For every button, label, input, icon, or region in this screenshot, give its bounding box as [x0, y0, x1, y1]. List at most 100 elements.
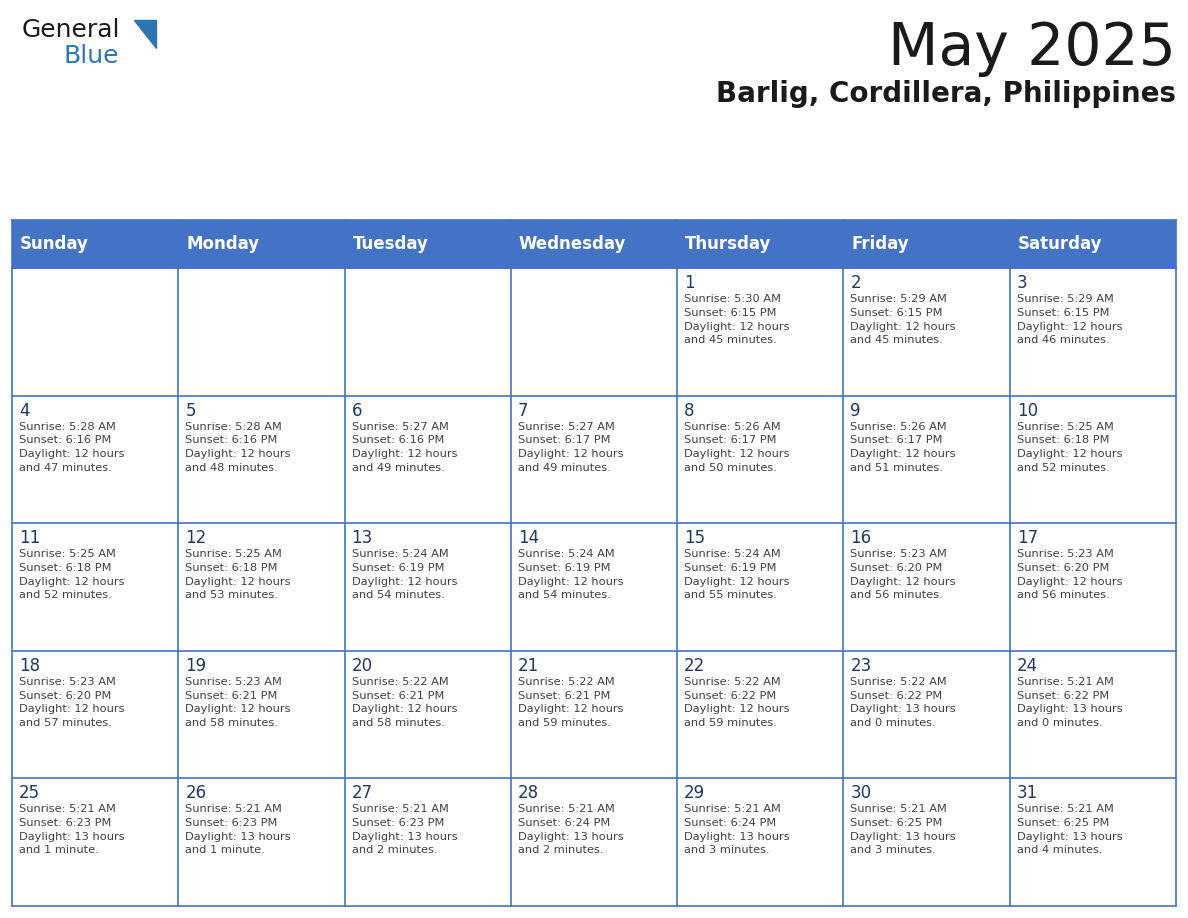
Text: Sunrise: 5:22 AM
Sunset: 6:22 PM
Daylight: 12 hours
and 59 minutes.: Sunrise: 5:22 AM Sunset: 6:22 PM Dayligh…	[684, 677, 790, 728]
Text: Sunrise: 5:29 AM
Sunset: 6:15 PM
Daylight: 12 hours
and 46 minutes.: Sunrise: 5:29 AM Sunset: 6:15 PM Dayligh…	[1017, 295, 1123, 345]
Text: Sunrise: 5:24 AM
Sunset: 6:19 PM
Daylight: 12 hours
and 55 minutes.: Sunrise: 5:24 AM Sunset: 6:19 PM Dayligh…	[684, 549, 790, 600]
Text: 18: 18	[19, 657, 40, 675]
Text: Sunrise: 5:21 AM
Sunset: 6:23 PM
Daylight: 13 hours
and 1 minute.: Sunrise: 5:21 AM Sunset: 6:23 PM Dayligh…	[185, 804, 291, 856]
Text: Sunrise: 5:21 AM
Sunset: 6:25 PM
Daylight: 13 hours
and 4 minutes.: Sunrise: 5:21 AM Sunset: 6:25 PM Dayligh…	[1017, 804, 1123, 856]
Text: 13: 13	[352, 530, 373, 547]
Text: 10: 10	[1017, 402, 1038, 420]
Bar	[1010, 651, 1176, 778]
Text: Sunrise: 5:23 AM
Sunset: 6:20 PM
Daylight: 12 hours
and 56 minutes.: Sunrise: 5:23 AM Sunset: 6:20 PM Dayligh…	[851, 549, 956, 600]
Bar	[178, 651, 345, 778]
Bar	[677, 268, 843, 396]
Text: 25: 25	[19, 785, 40, 802]
Text: Tuesday: Tuesday	[353, 235, 429, 253]
Bar	[178, 778, 345, 906]
Text: 23: 23	[851, 657, 872, 675]
Bar	[677, 396, 843, 523]
Text: Sunrise: 5:24 AM
Sunset: 6:19 PM
Daylight: 12 hours
and 54 minutes.: Sunrise: 5:24 AM Sunset: 6:19 PM Dayligh…	[518, 549, 624, 600]
Text: Sunrise: 5:28 AM
Sunset: 6:16 PM
Daylight: 12 hours
and 47 minutes.: Sunrise: 5:28 AM Sunset: 6:16 PM Dayligh…	[19, 422, 125, 473]
Text: Friday: Friday	[852, 235, 909, 253]
Text: Sunrise: 5:21 AM
Sunset: 6:23 PM
Daylight: 13 hours
and 2 minutes.: Sunrise: 5:21 AM Sunset: 6:23 PM Dayligh…	[352, 804, 457, 856]
Text: 9: 9	[851, 402, 861, 420]
Bar	[511, 778, 677, 906]
Bar	[843, 778, 1010, 906]
Text: Sunrise: 5:22 AM
Sunset: 6:21 PM
Daylight: 12 hours
and 58 minutes.: Sunrise: 5:22 AM Sunset: 6:21 PM Dayligh…	[352, 677, 457, 728]
Bar	[12, 651, 178, 778]
Text: 8: 8	[684, 402, 695, 420]
Bar	[178, 268, 345, 396]
Bar	[345, 268, 511, 396]
Text: Monday: Monday	[187, 235, 259, 253]
Text: Sunrise: 5:21 AM
Sunset: 6:24 PM
Daylight: 13 hours
and 2 minutes.: Sunrise: 5:21 AM Sunset: 6:24 PM Dayligh…	[518, 804, 624, 856]
Text: 24: 24	[1017, 657, 1038, 675]
Bar	[345, 396, 511, 523]
Bar	[511, 523, 677, 651]
Text: Sunrise: 5:28 AM
Sunset: 6:16 PM
Daylight: 12 hours
and 48 minutes.: Sunrise: 5:28 AM Sunset: 6:16 PM Dayligh…	[185, 422, 291, 473]
Text: 29: 29	[684, 785, 706, 802]
Bar	[843, 396, 1010, 523]
Text: Sunrise: 5:24 AM
Sunset: 6:19 PM
Daylight: 12 hours
and 54 minutes.: Sunrise: 5:24 AM Sunset: 6:19 PM Dayligh…	[352, 549, 457, 600]
Text: Sunday: Sunday	[20, 235, 89, 253]
Text: 12: 12	[185, 530, 207, 547]
Bar	[12, 220, 1176, 268]
Bar	[345, 523, 511, 651]
Text: Sunrise: 5:25 AM
Sunset: 6:18 PM
Daylight: 12 hours
and 52 minutes.: Sunrise: 5:25 AM Sunset: 6:18 PM Dayligh…	[19, 549, 125, 600]
Text: 6: 6	[352, 402, 362, 420]
Text: 4: 4	[19, 402, 30, 420]
Text: Sunrise: 5:26 AM
Sunset: 6:17 PM
Daylight: 12 hours
and 50 minutes.: Sunrise: 5:26 AM Sunset: 6:17 PM Dayligh…	[684, 422, 790, 473]
Text: 5: 5	[185, 402, 196, 420]
Text: 14: 14	[518, 530, 539, 547]
Text: Sunrise: 5:27 AM
Sunset: 6:17 PM
Daylight: 12 hours
and 49 minutes.: Sunrise: 5:27 AM Sunset: 6:17 PM Dayligh…	[518, 422, 624, 473]
Text: Sunrise: 5:22 AM
Sunset: 6:22 PM
Daylight: 13 hours
and 0 minutes.: Sunrise: 5:22 AM Sunset: 6:22 PM Dayligh…	[851, 677, 956, 728]
Text: Sunrise: 5:21 AM
Sunset: 6:25 PM
Daylight: 13 hours
and 3 minutes.: Sunrise: 5:21 AM Sunset: 6:25 PM Dayligh…	[851, 804, 956, 856]
Text: Sunrise: 5:23 AM
Sunset: 6:21 PM
Daylight: 12 hours
and 58 minutes.: Sunrise: 5:23 AM Sunset: 6:21 PM Dayligh…	[185, 677, 291, 728]
Text: May 2025: May 2025	[889, 20, 1176, 77]
Polygon shape	[134, 20, 156, 48]
Text: Saturday: Saturday	[1018, 235, 1102, 253]
Bar	[12, 396, 178, 523]
Bar	[843, 651, 1010, 778]
Bar	[511, 396, 677, 523]
Text: Sunrise: 5:22 AM
Sunset: 6:21 PM
Daylight: 12 hours
and 59 minutes.: Sunrise: 5:22 AM Sunset: 6:21 PM Dayligh…	[518, 677, 624, 728]
Text: Sunrise: 5:21 AM
Sunset: 6:22 PM
Daylight: 13 hours
and 0 minutes.: Sunrise: 5:21 AM Sunset: 6:22 PM Dayligh…	[1017, 677, 1123, 728]
Text: 21: 21	[518, 657, 539, 675]
Text: Thursday: Thursday	[685, 235, 771, 253]
Text: 27: 27	[352, 785, 373, 802]
Bar	[843, 523, 1010, 651]
Text: Sunrise: 5:21 AM
Sunset: 6:24 PM
Daylight: 13 hours
and 3 minutes.: Sunrise: 5:21 AM Sunset: 6:24 PM Dayligh…	[684, 804, 790, 856]
Text: 2: 2	[851, 274, 861, 292]
Text: 26: 26	[185, 785, 207, 802]
Bar	[677, 651, 843, 778]
Text: Sunrise: 5:23 AM
Sunset: 6:20 PM
Daylight: 12 hours
and 56 minutes.: Sunrise: 5:23 AM Sunset: 6:20 PM Dayligh…	[1017, 549, 1123, 600]
Text: 31: 31	[1017, 785, 1038, 802]
Text: Sunrise: 5:29 AM
Sunset: 6:15 PM
Daylight: 12 hours
and 45 minutes.: Sunrise: 5:29 AM Sunset: 6:15 PM Dayligh…	[851, 295, 956, 345]
Text: Sunrise: 5:30 AM
Sunset: 6:15 PM
Daylight: 12 hours
and 45 minutes.: Sunrise: 5:30 AM Sunset: 6:15 PM Dayligh…	[684, 295, 790, 345]
Bar	[1010, 778, 1176, 906]
Text: Blue: Blue	[64, 44, 120, 68]
Bar	[511, 651, 677, 778]
Bar	[677, 778, 843, 906]
Text: 19: 19	[185, 657, 207, 675]
Bar	[677, 523, 843, 651]
Bar	[12, 268, 178, 396]
Text: Sunrise: 5:26 AM
Sunset: 6:17 PM
Daylight: 12 hours
and 51 minutes.: Sunrise: 5:26 AM Sunset: 6:17 PM Dayligh…	[851, 422, 956, 473]
Text: 1: 1	[684, 274, 695, 292]
Bar	[345, 778, 511, 906]
Text: 15: 15	[684, 530, 706, 547]
Bar	[1010, 268, 1176, 396]
Text: 16: 16	[851, 530, 872, 547]
Text: Sunrise: 5:21 AM
Sunset: 6:23 PM
Daylight: 13 hours
and 1 minute.: Sunrise: 5:21 AM Sunset: 6:23 PM Dayligh…	[19, 804, 125, 856]
Text: Barlig, Cordillera, Philippines: Barlig, Cordillera, Philippines	[716, 80, 1176, 108]
Bar	[178, 396, 345, 523]
Bar	[12, 778, 178, 906]
Text: General: General	[23, 18, 120, 42]
Bar	[12, 523, 178, 651]
Bar	[1010, 396, 1176, 523]
Text: 20: 20	[352, 657, 373, 675]
Text: 17: 17	[1017, 530, 1038, 547]
Bar	[178, 523, 345, 651]
Text: 7: 7	[518, 402, 529, 420]
Text: 30: 30	[851, 785, 872, 802]
Text: Sunrise: 5:23 AM
Sunset: 6:20 PM
Daylight: 12 hours
and 57 minutes.: Sunrise: 5:23 AM Sunset: 6:20 PM Dayligh…	[19, 677, 125, 728]
Text: Wednesday: Wednesday	[519, 235, 626, 253]
Text: 22: 22	[684, 657, 706, 675]
